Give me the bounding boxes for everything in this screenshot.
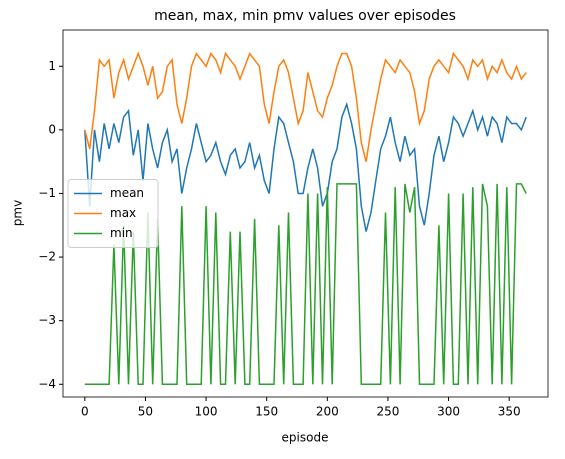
- line-series: [84, 183, 527, 386]
- x-tick-label: 150: [255, 405, 278, 419]
- x-tick-label: 0: [81, 405, 89, 419]
- y-tick-label: −1: [38, 186, 56, 200]
- y-tick-label: −4: [38, 377, 56, 391]
- legend-label: max: [110, 206, 136, 220]
- x-tick-label: 250: [376, 405, 399, 419]
- legend-label: min: [110, 226, 133, 240]
- x-tick-label: 200: [316, 405, 339, 419]
- y-tick-label: −3: [38, 313, 56, 327]
- line-series: [84, 101, 527, 232]
- x-tick-label: 300: [437, 405, 460, 419]
- y-axis-label: pmv: [11, 200, 25, 226]
- legend: mean max min: [67, 179, 159, 248]
- x-axis-label: episode: [282, 431, 329, 445]
- y-tick-label: −2: [38, 250, 56, 264]
- legend-box: [67, 179, 159, 248]
- chart-title: mean, max, min pmv values over episodes: [154, 8, 456, 24]
- y-tick-label: 0: [48, 122, 56, 136]
- y-tick-label: 1: [48, 59, 56, 73]
- legend-label: mean: [110, 186, 144, 200]
- x-tick-label: 350: [498, 405, 521, 419]
- line-series: [84, 51, 527, 162]
- x-tick-label: 50: [138, 405, 153, 419]
- x-tick-label: 100: [195, 405, 218, 419]
- plot-frame: [62, 29, 549, 398]
